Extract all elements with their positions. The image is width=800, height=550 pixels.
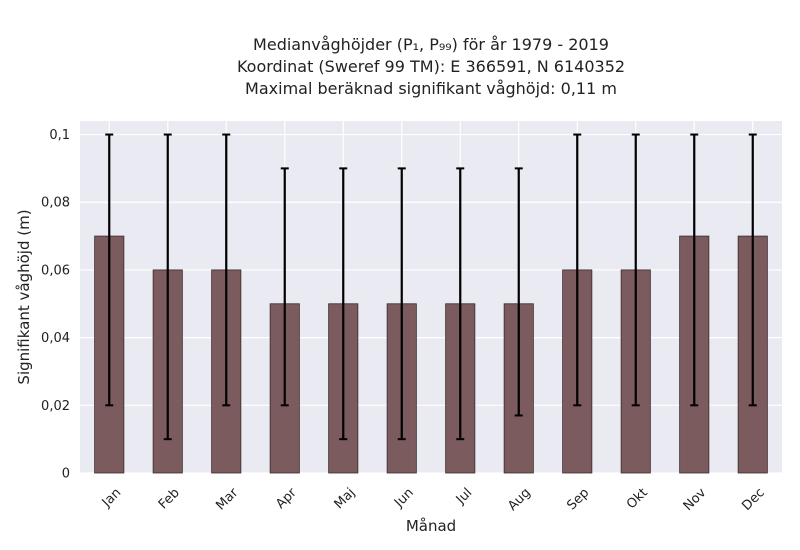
error-bars [105, 133, 757, 441]
x-tick-label-nov: Nov [681, 485, 710, 514]
x-tick-label-jun: Jun [391, 485, 417, 511]
x-axis-ticks: Jan Feb Mar Apr Maj Jun Jul Aug Sep Okt Nov Dec [99, 485, 768, 514]
chart-title-line-1: Medianvåghöjder (P₁, P₉₉) för år 1979 - … [253, 35, 609, 54]
x-tick-label-feb: Feb [156, 485, 183, 512]
y-tick-label: 0,08 [41, 196, 70, 211]
x-tick-label-maj: Maj [332, 485, 359, 512]
error-bar-okt [631, 133, 640, 407]
x-tick-label-jul: Jul [453, 485, 475, 507]
y-axis-ticks: 0 0,02 0,04 0,06 0,08 0,1 [41, 128, 70, 481]
error-bar-apr [280, 167, 289, 407]
x-tick-label-sep: Sep [564, 485, 592, 513]
error-bar-maj [339, 167, 348, 441]
x-tick-label-apr: Apr [273, 485, 300, 512]
y-tick-label: 0,04 [41, 331, 70, 346]
x-tick-label-aug: Aug [505, 485, 534, 514]
y-tick-label: 0,06 [41, 263, 70, 278]
error-bar-jul [456, 167, 465, 441]
x-tick-label-okt: Okt [624, 485, 651, 512]
error-bar-dec [748, 133, 757, 407]
error-bar-mar [222, 133, 231, 407]
error-bar-feb [163, 133, 172, 441]
error-bar-sep [573, 133, 582, 407]
chart-title: Medianvåghöjder (P₁, P₉₉) för år 1979 - … [80, 34, 782, 100]
chart-title-line-3: Maximal beräknad signifikant våghöjd: 0,… [245, 79, 617, 98]
y-tick-label: 0,02 [41, 399, 70, 414]
error-bar-jun [397, 167, 406, 441]
error-bar-nov [690, 133, 699, 407]
y-axis-label: Signifikant våghöjd (m) [15, 209, 33, 384]
y-tick-label: 0 [62, 467, 70, 482]
x-tick-label-jan: Jan [99, 485, 124, 510]
x-tick-label-mar: Mar [213, 485, 241, 513]
y-tick-label: 0,1 [49, 128, 70, 143]
error-bar-jan [105, 133, 114, 407]
plot-area [80, 121, 782, 473]
x-axis-label: Månad [406, 517, 456, 535]
x-tick-label-dec: Dec [739, 485, 767, 513]
error-bar-aug [514, 167, 523, 417]
chart-title-line-2: Koordinat (Sweref 99 TM): E 366591, N 61… [236, 57, 626, 76]
